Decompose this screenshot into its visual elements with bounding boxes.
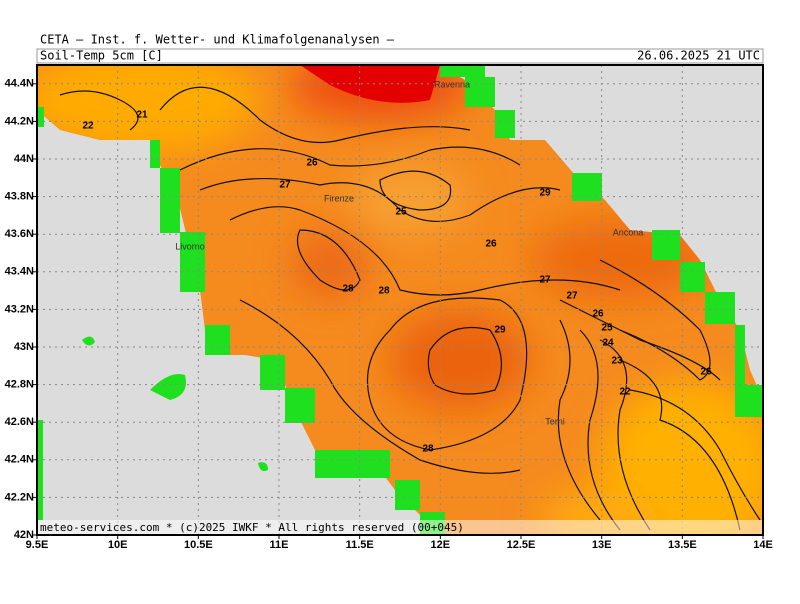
y-tick-label: 43.2N — [5, 303, 34, 315]
contour-label: 28 — [378, 286, 390, 297]
contour-label: 28 — [342, 284, 354, 295]
map-frame — [36, 64, 764, 536]
city-label: Terni — [545, 416, 565, 426]
contour-label: 26 — [485, 239, 497, 250]
isolines — [59, 86, 761, 531]
map: 22 21 26 27 25 26 29 28 28 27 27 29 26 25 24 23 22 28 26 Ra… — [37, 65, 763, 535]
y-tick-label: 42N — [14, 529, 34, 541]
contour-label: 27 — [566, 291, 578, 302]
masked-coast — [37, 65, 763, 535]
x-tick-label: 12.5E — [507, 539, 536, 551]
footer: meteo-services.com * (c)2025 IWKF * All … — [40, 521, 464, 534]
city-label: Firenze — [324, 193, 354, 203]
y-tick-label: 43.8N — [5, 191, 34, 203]
header-box — [36, 48, 764, 64]
x-tick-label: 11E — [270, 539, 289, 551]
x-tick-label: 13.5E — [668, 539, 697, 551]
field-name: Soil-Temp 5cm [C] — [40, 49, 163, 63]
contour-label: 26 — [306, 158, 318, 169]
contour-label: 21 — [136, 110, 148, 121]
institute: CETA — Inst. f. Wetter- und Klimafolgena… — [40, 33, 395, 47]
y-tick-label: 42.6N — [5, 416, 34, 428]
city-label: Ancona — [613, 227, 644, 237]
contour-label: 22 — [82, 121, 94, 132]
x-tick-label: 11.5E — [346, 539, 374, 551]
x-tick-label: 10E — [108, 539, 128, 551]
x-tick-label: 14E — [753, 539, 773, 551]
contour-label: 29 — [494, 325, 506, 336]
y-tick-label: 42.8N — [5, 379, 34, 391]
contour-label: 27 — [279, 180, 291, 191]
contour-label: 26 — [592, 309, 604, 320]
contour-label: 22 — [619, 387, 631, 398]
contour-label: 25 — [395, 207, 407, 218]
y-tick-label: 42.4N — [5, 454, 34, 466]
y-tick-label: 43.6N — [5, 228, 34, 240]
y-tick-label: 44N — [14, 153, 34, 165]
city-label: Ravenna — [434, 79, 470, 89]
x-tick-label: 12E — [431, 539, 451, 551]
footer-band — [37, 520, 763, 535]
contour-label: 25 — [601, 323, 613, 334]
contour-label: 24 — [602, 338, 614, 349]
contour-label: 26 — [700, 367, 712, 378]
y-tick-label: 44.4N — [5, 78, 34, 90]
y-tick-label: 44.2N — [5, 115, 34, 127]
y-tick-label: 43.4N — [5, 266, 34, 278]
valid-time: 26.06.2025 21 UTC — [637, 49, 760, 63]
city-label: Livorno — [175, 241, 205, 251]
x-tick-label: 13E — [592, 539, 612, 551]
contour-label: 28 — [422, 444, 434, 455]
y-tick-label: 42.2N — [5, 491, 34, 503]
y-tick-label: 43N — [14, 341, 34, 353]
contour-label: 27 — [539, 275, 551, 286]
x-tick-label: 10.5E — [184, 539, 213, 551]
contour-label: 29 — [539, 188, 551, 199]
x-tick-label: 9.5E — [26, 539, 49, 551]
contour-label: 23 — [611, 356, 623, 367]
